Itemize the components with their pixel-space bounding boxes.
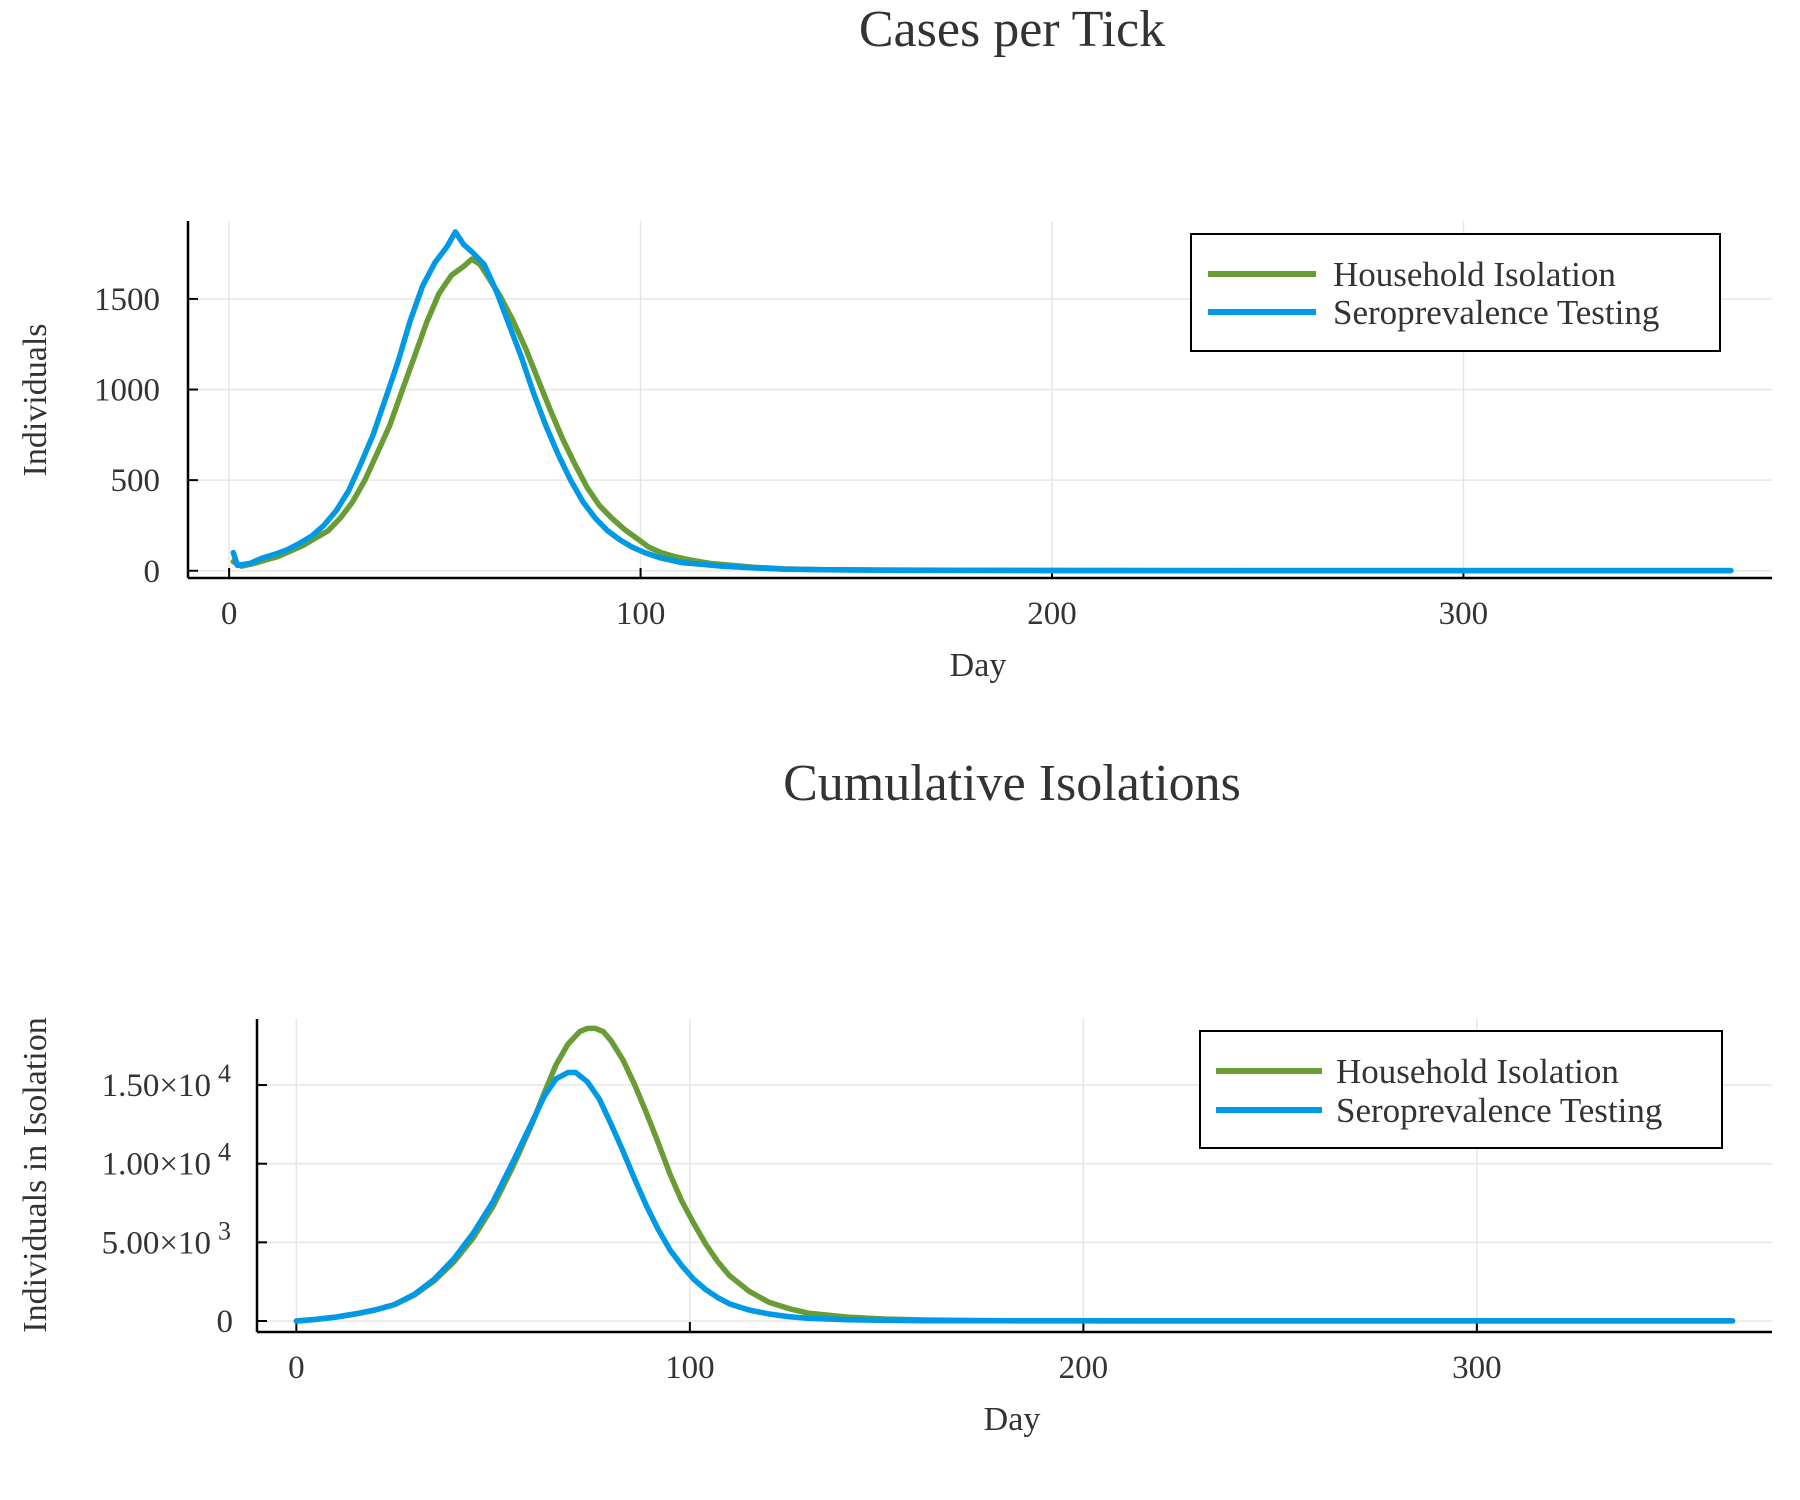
x-tick-label: 200 bbox=[1059, 1350, 1109, 1386]
cases-per-tick-chart: Cases per Tick 0 500 1000 1500 0 100 200 300 D… bbox=[17, 1, 1772, 684]
x-tick-label: 0 bbox=[288, 1350, 305, 1386]
series-line-seroprevalence-testing bbox=[293, 1069, 1736, 1324]
chart-title: Cases per Tick bbox=[859, 1, 1165, 58]
y-tick-label: 1.50×10 bbox=[102, 1068, 211, 1104]
x-tick-labels: 0 100 200 300 bbox=[288, 1350, 1502, 1386]
x-tick-labels: 0 100 200 300 bbox=[221, 596, 1488, 632]
x-tick-label: 200 bbox=[1027, 596, 1077, 632]
series-line-seroprevalence-testing bbox=[230, 229, 1734, 574]
x-axis-label: Day bbox=[950, 647, 1007, 684]
legend-label-seroprevalence-testing: Seroprevalence Testing bbox=[1336, 1091, 1662, 1130]
cumulative-isolations-chart: Cumulative Isolations 05.00×10 31.00×10 41… bbox=[17, 755, 1772, 1438]
x-tick-label: 300 bbox=[1439, 596, 1489, 632]
x-axis-label: Day bbox=[984, 1401, 1041, 1438]
legend-box bbox=[1199, 1030, 1723, 1149]
y-axis-label: Individuals in Isolation bbox=[17, 1017, 54, 1332]
y-tick-exponent: 4 bbox=[218, 1059, 231, 1088]
y-tick-labels: 05.00×10 31.00×10 41.50×10 4 bbox=[102, 1059, 233, 1340]
y-tick-label: 0 bbox=[144, 554, 161, 590]
legend: Household Isolation Seroprevalence Testi… bbox=[1199, 1030, 1723, 1149]
chart-title: Cumulative Isolations bbox=[783, 755, 1241, 812]
x-tick-label: 100 bbox=[665, 1350, 715, 1386]
y-tick-label: 500 bbox=[111, 463, 161, 499]
x-tick-label: 0 bbox=[221, 596, 238, 632]
y-axis-label: Individuals bbox=[17, 324, 54, 477]
y-tick-label: 1.00×10 bbox=[102, 1147, 211, 1183]
y-tick-label: 0 bbox=[217, 1304, 234, 1340]
legend-label-household-isolation: Household Isolation bbox=[1336, 1052, 1619, 1091]
legend: Household Isolation Seroprevalence Testi… bbox=[1190, 233, 1721, 352]
legend-label-household-isolation: Household Isolation bbox=[1333, 255, 1616, 294]
series-lines bbox=[293, 1025, 1736, 1324]
y-tick-labels: 0 500 1000 1500 bbox=[94, 282, 160, 590]
y-tick-label: 1500 bbox=[94, 282, 160, 318]
y-tick-exponent: 3 bbox=[218, 1216, 231, 1245]
legend-label-seroprevalence-testing: Seroprevalence Testing bbox=[1333, 293, 1659, 332]
axes bbox=[255, 1019, 1772, 1334]
y-tick-label: 1000 bbox=[94, 373, 160, 409]
y-tick-exponent: 4 bbox=[218, 1138, 231, 1167]
x-tick-label: 100 bbox=[616, 596, 666, 632]
axes bbox=[186, 221, 1772, 580]
y-tick-label: 5.00×10 bbox=[102, 1225, 211, 1261]
legend-box bbox=[1190, 233, 1721, 352]
series-lines bbox=[230, 229, 1734, 574]
x-tick-label: 300 bbox=[1452, 1350, 1502, 1386]
